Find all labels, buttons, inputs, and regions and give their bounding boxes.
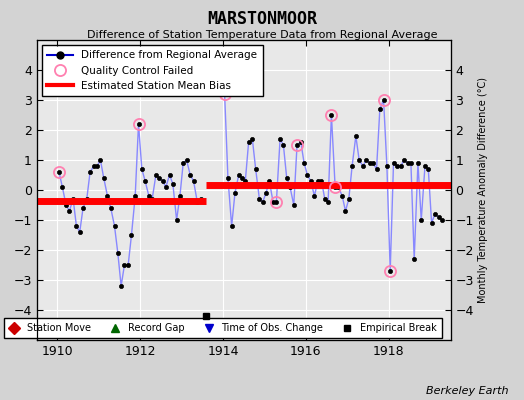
Text: MARSTONMOOR: MARSTONMOOR (207, 10, 317, 28)
Legend: Station Move, Record Gap, Time of Obs. Change, Empirical Break: Station Move, Record Gap, Time of Obs. C… (4, 318, 442, 338)
Text: Difference of Station Temperature Data from Regional Average: Difference of Station Temperature Data f… (87, 30, 437, 40)
Y-axis label: Monthly Temperature Anomaly Difference (°C): Monthly Temperature Anomaly Difference (… (478, 77, 488, 303)
Text: Berkeley Earth: Berkeley Earth (426, 386, 508, 396)
